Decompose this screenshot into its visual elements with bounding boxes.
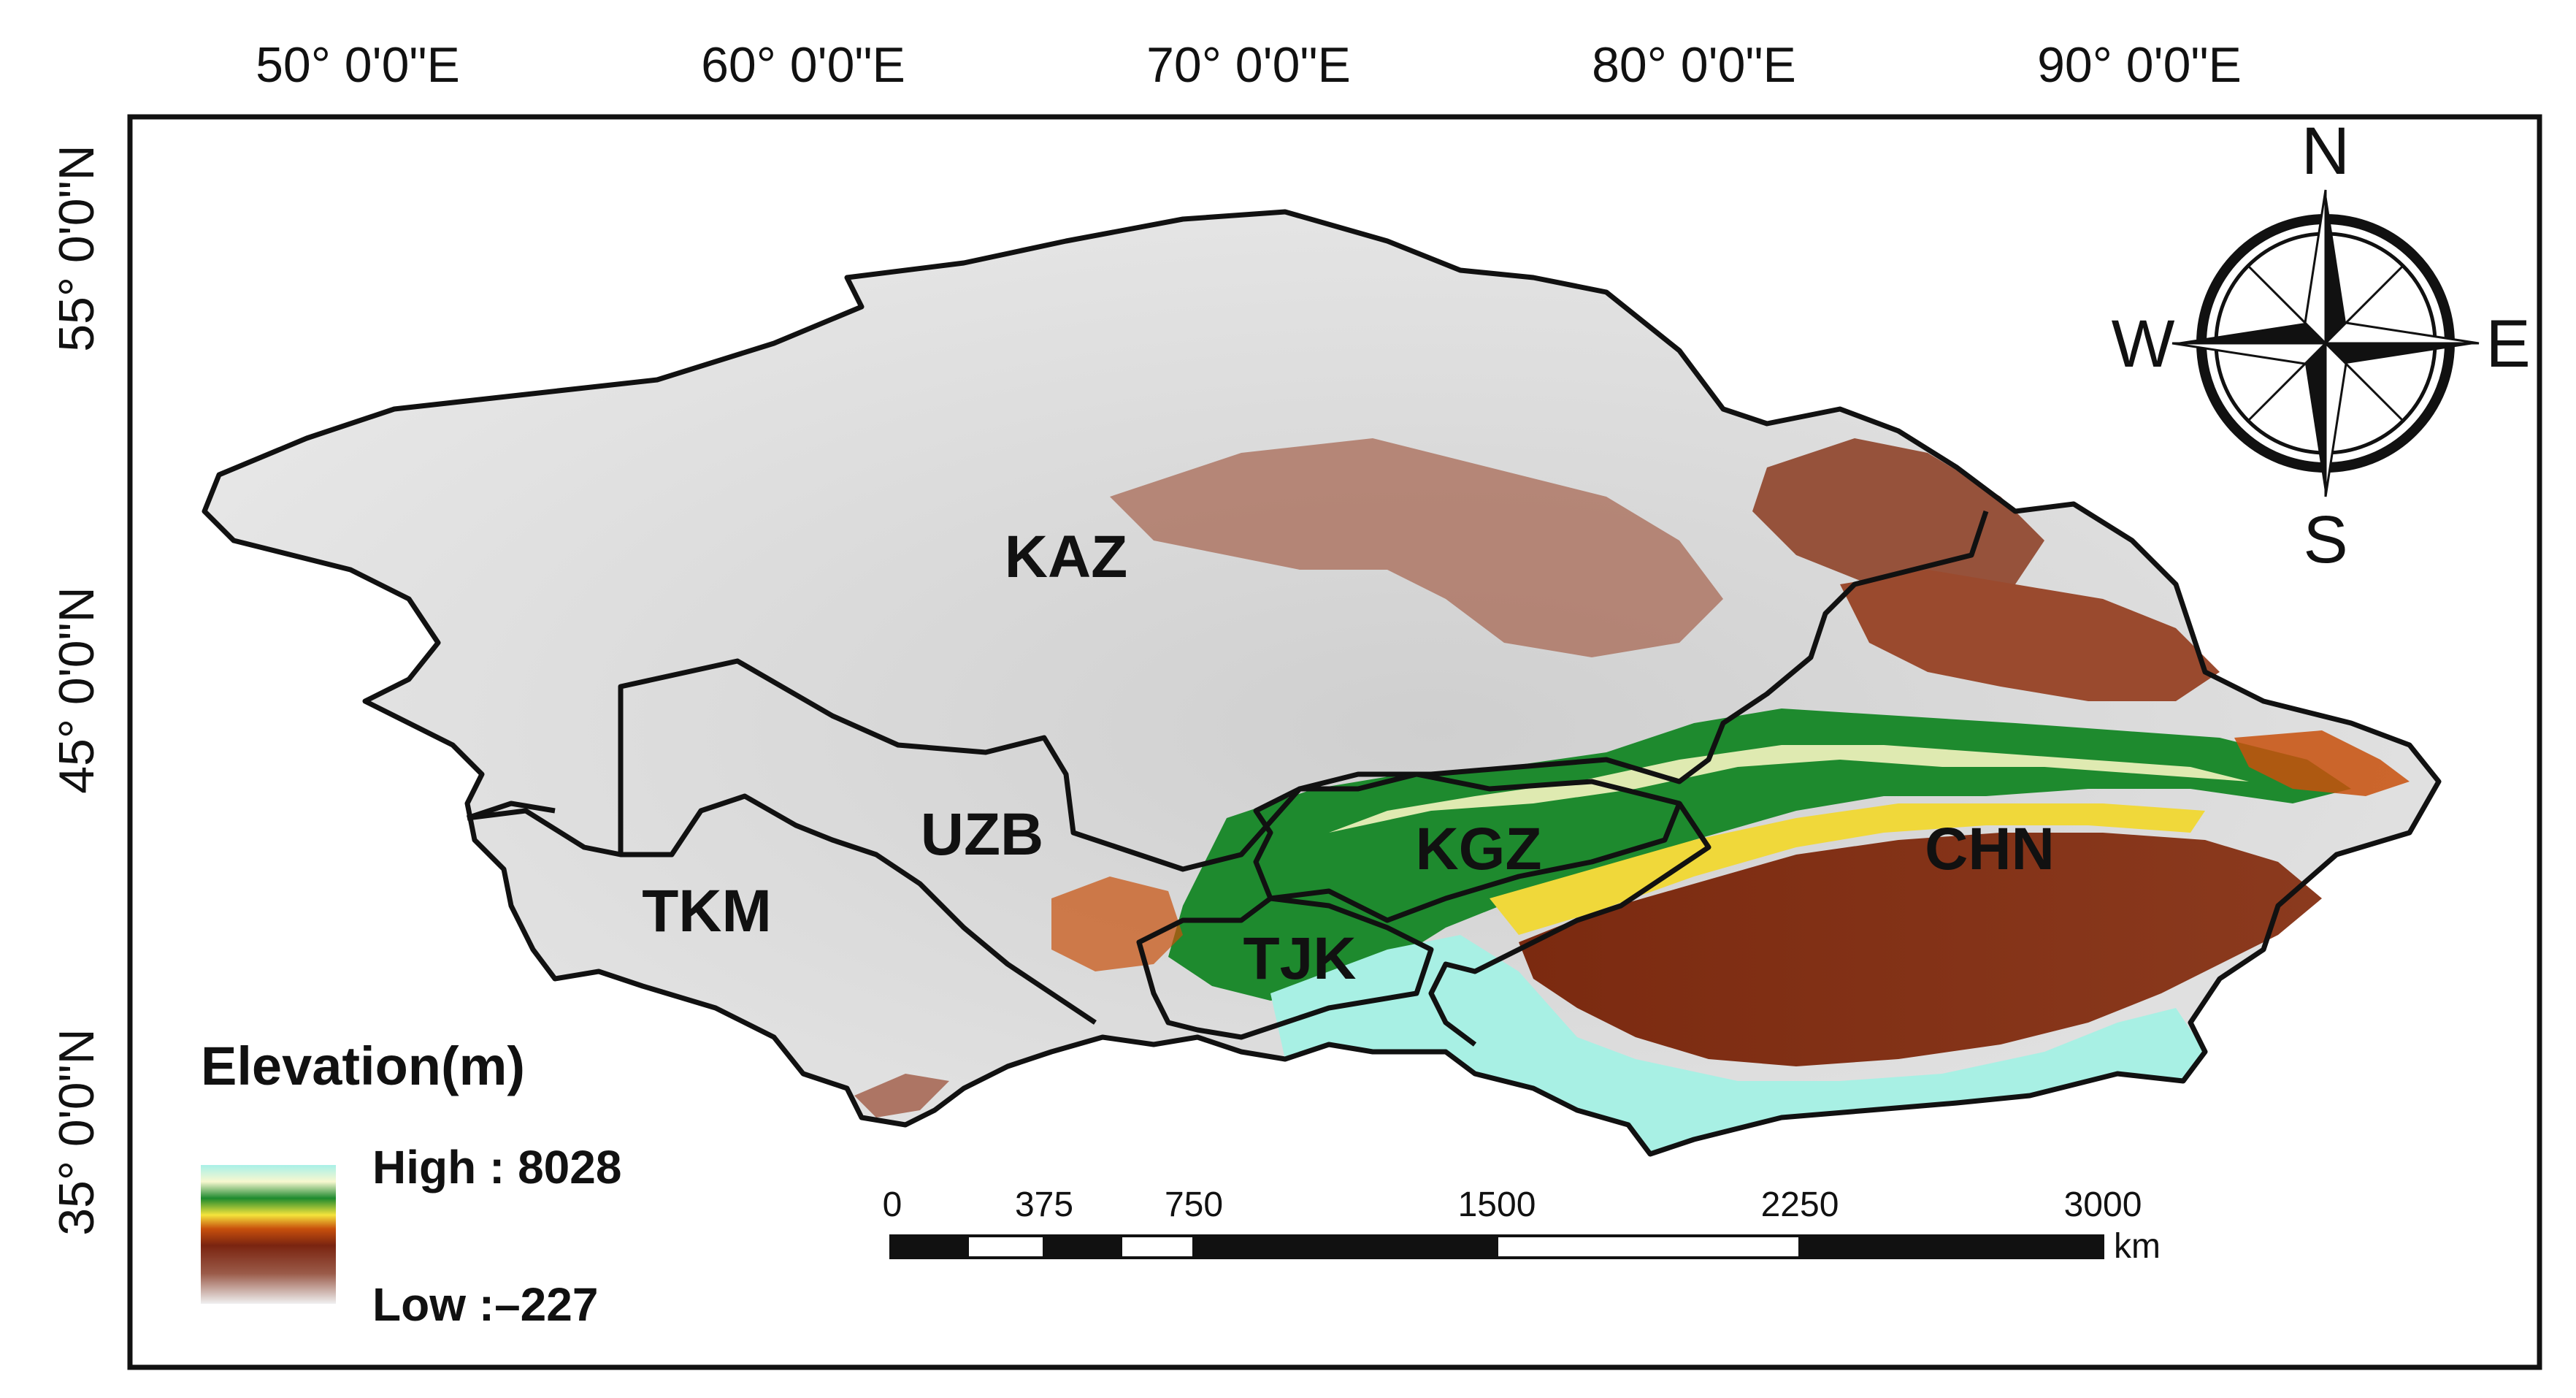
country-label-chn: CHN bbox=[1925, 816, 2055, 882]
longitude-label-70e: 70° 0'0"E bbox=[1146, 37, 1351, 93]
scale-segment-4 bbox=[1119, 1234, 1195, 1259]
legend-low-label: Low :–227 bbox=[372, 1278, 598, 1331]
longitude-label-60e: 60° 0'0"E bbox=[701, 37, 905, 93]
country-labels: KAZ UZB TKM KGZ TJK CHN bbox=[642, 524, 2055, 992]
scale-segment-7 bbox=[1798, 1234, 2104, 1259]
tarim-basin bbox=[1519, 833, 2322, 1066]
latitude-label-45n: 45° 0'0"N bbox=[49, 587, 104, 794]
latitude-label-55n: 55° 0'0"N bbox=[49, 145, 104, 352]
country-borders bbox=[202, 209, 2442, 1157]
compass-rose: N S E W bbox=[2112, 114, 2531, 577]
scale-unit: km bbox=[2114, 1227, 2161, 1266]
scale-tick-0: 0 bbox=[883, 1185, 902, 1224]
legend-color-ramp bbox=[201, 1165, 336, 1304]
elevation-legend: Elevation(m) High : 8028 Low :–227 bbox=[201, 1036, 621, 1331]
country-label-kaz: KAZ bbox=[1005, 524, 1128, 590]
legend-high-label: High : 8028 bbox=[372, 1141, 621, 1193]
tian-shan-snow bbox=[1329, 745, 2249, 833]
border-tkm-uzb bbox=[467, 793, 1097, 1025]
scale-tick-750: 750 bbox=[1165, 1185, 1223, 1224]
kopet-dag-relief bbox=[854, 1074, 949, 1118]
scale-tick-2250: 2250 bbox=[1761, 1185, 1839, 1224]
country-label-tjk: TJK bbox=[1243, 925, 1357, 992]
compass-label-south: S bbox=[2303, 503, 2347, 577]
elevation-map bbox=[204, 212, 2439, 1154]
altai-relief bbox=[1752, 438, 2044, 599]
kazakh-uplands-relief bbox=[1110, 438, 1723, 657]
country-label-uzb: UZB bbox=[921, 801, 1044, 868]
compass-label-east: E bbox=[2485, 307, 2530, 381]
compass-label-north: N bbox=[2301, 114, 2350, 188]
dzungarian-basin bbox=[1840, 570, 2220, 701]
compass-cardinal-points bbox=[2171, 189, 2480, 497]
latitude-labels: 55° 0'0"N 45° 0'0"N 35° 0'0"N bbox=[49, 145, 104, 1236]
scale-segment-6 bbox=[1495, 1234, 1801, 1259]
scale-tick-3000: 3000 bbox=[2064, 1185, 2142, 1224]
scale-segment-3 bbox=[1043, 1234, 1122, 1259]
border-kaz-uzb bbox=[618, 510, 1989, 872]
compass-label-west: W bbox=[2112, 307, 2175, 381]
highland-yellow-edge bbox=[1490, 803, 2205, 935]
border-tjk bbox=[1136, 895, 1434, 1040]
scale-bar: 0 375 750 1500 2250 3000 km bbox=[883, 1185, 2161, 1266]
border-tkm-kaz bbox=[466, 801, 556, 821]
latitude-label-35n: 35° 0'0"N bbox=[49, 1028, 104, 1236]
country-label-kgz: KGZ bbox=[1415, 816, 1541, 882]
scale-segment-2 bbox=[966, 1234, 1046, 1259]
pamir-alai-relief bbox=[1051, 876, 1183, 971]
border-chn-west bbox=[1428, 802, 1711, 1047]
eastern-highland-accent bbox=[2234, 730, 2410, 796]
scale-segment-5 bbox=[1192, 1234, 1498, 1259]
longitude-label-90e: 90° 0'0"E bbox=[2037, 37, 2242, 93]
longitude-label-50e: 50° 0'0"E bbox=[256, 37, 460, 93]
border-outer bbox=[202, 209, 2442, 1157]
scale-tick-375: 375 bbox=[1015, 1185, 1073, 1224]
scale-tick-1500: 1500 bbox=[1458, 1185, 1536, 1224]
legend-title: Elevation(m) bbox=[201, 1036, 525, 1096]
scale-bar-segments bbox=[889, 1234, 2104, 1259]
border-kgz bbox=[1253, 771, 1682, 923]
longitude-label-80e: 80° 0'0"E bbox=[1592, 37, 1796, 93]
country-label-tkm: TKM bbox=[642, 878, 772, 944]
longitude-labels: 50° 0'0"E 60° 0'0"E 70° 0'0"E 80° 0'0"E … bbox=[256, 37, 2242, 93]
scale-segment-1 bbox=[889, 1234, 969, 1259]
